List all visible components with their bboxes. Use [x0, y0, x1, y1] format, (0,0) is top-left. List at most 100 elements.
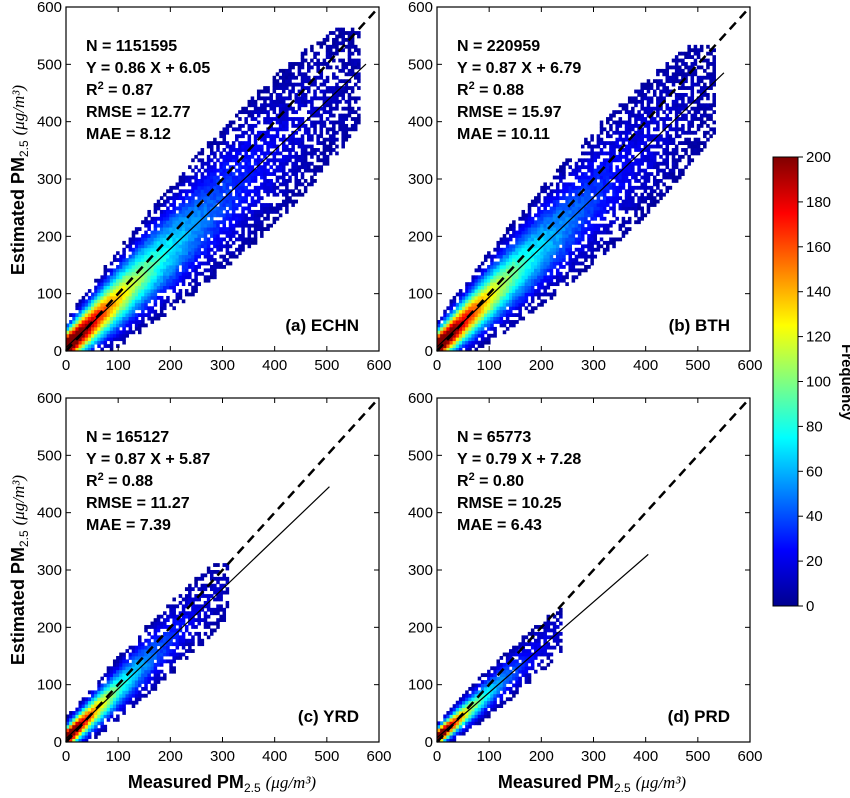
- density-cell: [109, 261, 114, 266]
- density-cell: [609, 154, 613, 159]
- density-cell: [562, 168, 566, 173]
- density-cell: [465, 289, 469, 293]
- density-cell: [303, 79, 308, 84]
- density-cell: [534, 223, 538, 228]
- density-cell: [709, 51, 713, 56]
- density-cell: [216, 244, 220, 249]
- density-cell: [449, 323, 454, 328]
- density-cell: [512, 313, 516, 317]
- density-cell: [84, 721, 89, 726]
- density-cell: [250, 216, 255, 221]
- density-cell: [493, 302, 497, 307]
- density-cell: [543, 237, 547, 242]
- density-cell: [291, 89, 295, 94]
- density-cell: [175, 247, 180, 252]
- density-cell: [178, 254, 183, 259]
- density-cell: [125, 323, 129, 328]
- density-cell: [219, 141, 223, 145]
- density-cell: [562, 213, 566, 218]
- density-cell: [527, 258, 532, 262]
- density-cell: [665, 68, 670, 73]
- density-cell: [116, 697, 120, 702]
- density-cell: [580, 165, 585, 170]
- density-cell: [260, 206, 264, 211]
- density-cell: [350, 117, 355, 121]
- density-cell: [166, 234, 170, 238]
- density-cell: [91, 704, 95, 708]
- density-cell: [247, 137, 252, 142]
- density-cell: [156, 278, 161, 283]
- density-cell: [593, 209, 598, 214]
- density-cell: [477, 333, 482, 338]
- density-cell: [609, 123, 613, 128]
- density-cell: [587, 151, 591, 156]
- density-cell: [634, 175, 638, 180]
- density-cell: [678, 158, 682, 163]
- density-cell: [206, 251, 211, 256]
- density-cell: [235, 213, 239, 218]
- density-cell: [313, 127, 317, 132]
- regression-line: [436, 72, 725, 348]
- density-cell: [322, 148, 327, 152]
- density-cell: [471, 292, 475, 297]
- density-cell: [216, 185, 220, 190]
- density-cell: [515, 313, 519, 317]
- density-cell: [618, 196, 623, 201]
- density-cell: [577, 230, 582, 235]
- density-cell: [116, 707, 120, 712]
- density-cell: [487, 320, 491, 324]
- density-cell: [546, 216, 551, 221]
- density-cell: [238, 185, 242, 190]
- density-cell: [512, 227, 516, 231]
- density-cell: [169, 261, 173, 266]
- density-cell: [128, 302, 133, 307]
- density-cell: [471, 306, 475, 311]
- density-cell: [527, 227, 532, 231]
- density-cell: [690, 48, 695, 53]
- density-cell: [571, 223, 576, 228]
- density-cell: [144, 230, 148, 235]
- density-cell: [684, 148, 688, 152]
- density-cell: [596, 172, 601, 176]
- density-cell: [599, 213, 604, 218]
- density-cell: [599, 189, 604, 194]
- density-cell: [599, 127, 604, 132]
- density-cell: [281, 75, 286, 80]
- density-cell: [313, 62, 317, 66]
- density-cell: [674, 72, 679, 77]
- density-cell: [634, 137, 638, 142]
- density-cell: [477, 340, 482, 345]
- density-cell: [94, 292, 98, 297]
- density-cell: [231, 196, 236, 201]
- density-cell: [144, 237, 148, 242]
- density-cell: [477, 344, 482, 348]
- density-cell: [194, 234, 198, 238]
- density-cell: [256, 96, 261, 101]
- density-cell: [643, 93, 648, 97]
- density-cell: [577, 185, 582, 190]
- density-cell: [518, 289, 522, 293]
- density-cell: [518, 275, 522, 280]
- density-cell: [615, 141, 619, 145]
- density-cell: [131, 316, 136, 321]
- density-cell: [571, 182, 576, 187]
- density-cell: [141, 295, 145, 300]
- density-cell: [275, 168, 280, 173]
- density-cell: [468, 340, 472, 345]
- density-cell: [468, 302, 472, 307]
- density-cell: [681, 51, 685, 56]
- density-cell: [141, 237, 145, 242]
- density-cell: [81, 717, 86, 722]
- density-cell: [462, 313, 466, 317]
- density-cell: [562, 220, 566, 225]
- density-cell: [537, 206, 541, 211]
- density-cell: [303, 179, 308, 183]
- density-cell: [652, 203, 657, 207]
- density-cell: [119, 292, 123, 297]
- density-cell: [640, 127, 644, 132]
- density-cell: [238, 189, 242, 194]
- density-cell: [244, 158, 248, 163]
- density-cell: [322, 93, 327, 97]
- density-cell: [357, 58, 361, 63]
- density-cell: [593, 223, 598, 228]
